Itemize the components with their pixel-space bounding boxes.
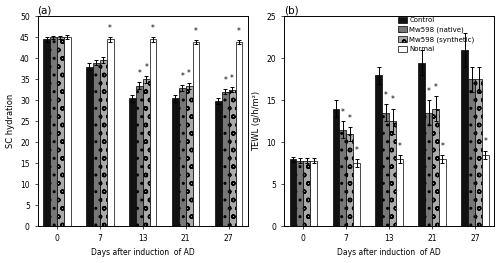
Text: *: *	[144, 63, 148, 72]
Bar	[186, 85, 192, 226]
Bar	[296, 161, 304, 226]
Bar	[310, 161, 317, 226]
Bar	[93, 63, 100, 226]
Bar	[142, 79, 150, 226]
Bar	[346, 134, 353, 226]
Text: *: *	[187, 69, 191, 78]
Bar	[129, 98, 136, 226]
Y-axis label: TEWL (g/h/m²): TEWL (g/h/m²)	[252, 91, 261, 151]
Text: *: *	[180, 72, 184, 80]
Bar	[482, 155, 489, 226]
Text: (a): (a)	[38, 6, 52, 16]
Bar	[382, 113, 389, 226]
Y-axis label: SC hydration: SC hydration	[6, 94, 15, 148]
Text: *: *	[484, 138, 488, 146]
Bar	[192, 42, 200, 226]
X-axis label: Days after induction  of AD: Days after induction of AD	[91, 249, 194, 257]
Bar	[150, 39, 156, 226]
Bar	[179, 88, 186, 226]
Bar	[389, 121, 396, 226]
Text: *: *	[434, 83, 438, 92]
Bar	[475, 79, 482, 226]
Text: *: *	[237, 27, 241, 36]
Bar	[353, 163, 360, 226]
Text: *: *	[194, 27, 198, 36]
Bar	[432, 109, 439, 226]
Bar	[215, 101, 222, 226]
Text: *: *	[230, 74, 234, 83]
Text: *: *	[151, 24, 155, 33]
Bar	[340, 130, 346, 226]
Bar	[426, 113, 432, 226]
Bar	[222, 92, 228, 226]
Bar	[462, 50, 468, 226]
Bar	[376, 75, 382, 226]
Bar	[236, 42, 242, 226]
Bar	[86, 67, 93, 226]
Text: (b): (b)	[284, 6, 298, 16]
Text: *: *	[348, 114, 352, 123]
Text: *: *	[224, 76, 227, 85]
Bar	[50, 37, 57, 226]
Text: *: *	[384, 91, 388, 100]
Text: *: *	[108, 24, 112, 33]
Text: *: *	[354, 146, 358, 155]
Text: *: *	[138, 69, 141, 78]
Text: *: *	[398, 142, 402, 151]
Bar	[136, 85, 142, 226]
Bar	[439, 159, 446, 226]
Bar	[228, 90, 235, 226]
Bar	[100, 60, 106, 226]
Bar	[43, 39, 50, 226]
Bar	[290, 159, 296, 226]
Bar	[468, 79, 475, 226]
Bar	[57, 37, 64, 226]
Text: *: *	[341, 108, 345, 117]
Bar	[64, 37, 70, 226]
X-axis label: Days after induction  of AD: Days after induction of AD	[338, 249, 441, 257]
Legend: Control, Mw598 (native), Mw598 (synthetic), Normal: Control, Mw598 (native), Mw598 (syntheti…	[397, 16, 476, 54]
Bar	[172, 98, 179, 226]
Bar	[106, 39, 114, 226]
Text: *: *	[440, 142, 444, 151]
Bar	[332, 109, 340, 226]
Text: *: *	[427, 87, 430, 96]
Text: *: *	[390, 95, 394, 104]
Bar	[396, 159, 403, 226]
Bar	[304, 161, 310, 226]
Bar	[418, 63, 426, 226]
